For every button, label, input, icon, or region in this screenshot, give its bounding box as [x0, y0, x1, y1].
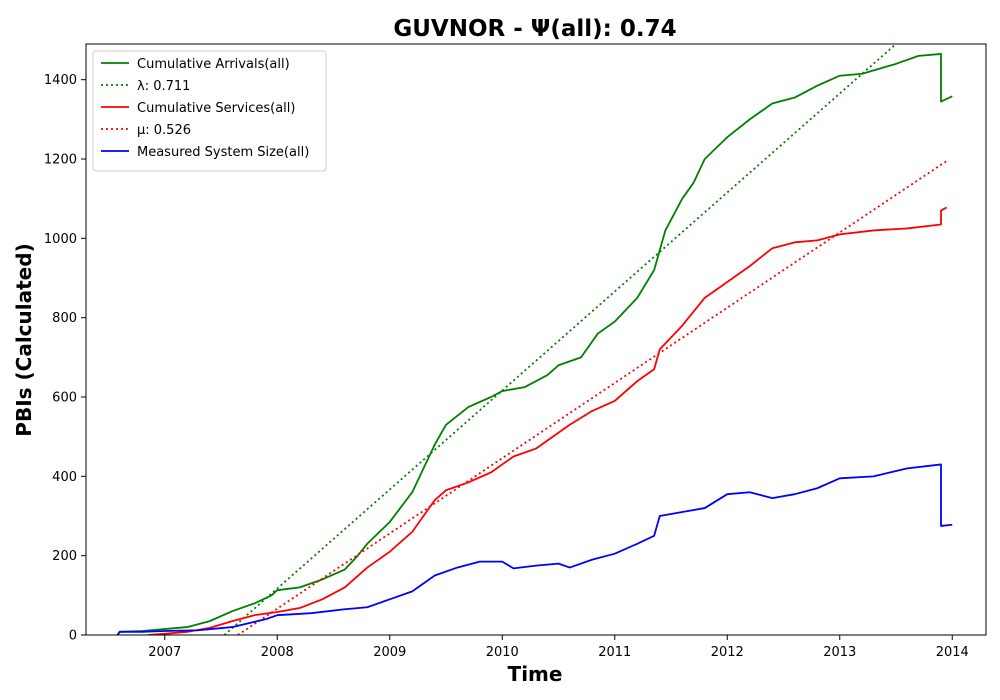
- legend: Cumulative Arrivals(all) λ: 0.711 Cumulati…: [92, 50, 327, 172]
- series-line-5: [116, 463, 953, 635]
- x-tick-label: 2008: [261, 645, 294, 660]
- axes-layer: 2007 2008 2009 2010 2011 2012 2013 2014 0 200 400 6…: [44, 43, 987, 660]
- y-tick-label: 1200: [44, 153, 77, 168]
- series-line-2: [223, 44, 897, 635]
- legend-label: Cumulative Services(all): [137, 101, 295, 116]
- y-tick-label: 1000: [44, 232, 77, 247]
- legend-label: Measured System Size(all): [137, 145, 309, 160]
- y-tick-label: 0: [69, 629, 77, 644]
- x-tick-label: 2010: [486, 645, 519, 660]
- y-tick-label: 1400: [44, 73, 77, 88]
- x-tick-label: 2007: [148, 645, 181, 660]
- series-layer: [116, 44, 953, 635]
- legend-label: μ: 0.526: [137, 123, 191, 138]
- x-tick-label: 2014: [936, 645, 969, 660]
- y-tick-label: 200: [52, 549, 77, 564]
- plot-frame: [85, 43, 987, 636]
- y-tick-label: 800: [52, 311, 77, 326]
- x-tick-label: 2011: [598, 645, 631, 660]
- x-tick-label: 2009: [373, 645, 406, 660]
- x-tick-label: 2012: [711, 645, 744, 660]
- series-line-3: [147, 206, 948, 635]
- legend-label: Cumulative Arrivals(all): [137, 57, 290, 72]
- legend-box: [92, 50, 327, 172]
- x-axis-label: Time: [508, 662, 563, 686]
- chart-title: GUVNOR - Ψ(all): 0.74: [393, 16, 676, 42]
- y-tick-label: 600: [52, 391, 77, 406]
- legend-label: λ: 0.711: [137, 79, 190, 94]
- y-axis-label: PBIs (Calculated): [12, 243, 36, 436]
- x-tick-label: 2013: [823, 645, 856, 660]
- series-line-4: [237, 160, 948, 635]
- y-tick-label: 400: [52, 470, 77, 485]
